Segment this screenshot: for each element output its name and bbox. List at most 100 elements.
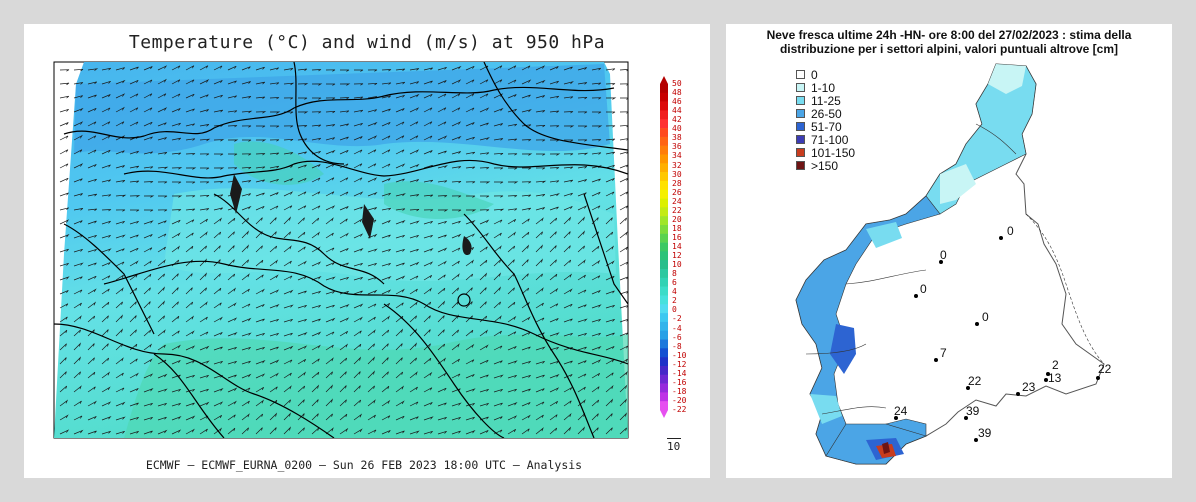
colorbar-swatch [660,233,668,243]
station-marker [975,322,979,326]
legend-swatch [796,70,805,79]
station-value: 13 [1048,371,1062,385]
legend-swatch [796,83,805,92]
station-value: 0 [940,248,947,262]
colorbar-tick-label: 40 [672,124,682,134]
colorbar-tick-label: 32 [672,160,682,170]
colorbar-swatch [660,357,668,367]
legend-swatch [796,122,805,131]
snow-legend: 0 1-10 11-25 26-50 51-70 71-100 101-150 >150 [796,67,856,173]
colorbar-tick-label: 34 [672,151,682,161]
colorbar-tick-label: -6 [672,332,682,342]
legend-label: 71-100 [811,132,849,147]
colorbar-swatch [660,374,668,384]
station-value: 0 [920,282,927,296]
colorbar-tick-label: -10 [672,350,687,360]
colorbar-swatch [660,163,668,173]
colorbar-swatch [660,321,668,332]
legend-item: 1-10 [796,80,855,95]
colorbar-swatch [660,180,668,191]
legend-label: 0 [811,67,818,82]
colorbar-swatch [660,392,668,402]
colorbar-swatch [660,242,668,252]
station-value: 0 [1007,224,1014,238]
colorbar-tick-label: 26 [672,187,682,197]
colorbar-tick-label: 2 [672,296,677,306]
colorbar-tick-label: 10 [672,260,682,270]
colorbar-swatch [660,92,668,102]
colorbar-swatch [660,128,668,138]
colorbar-tick-label: -20 [672,395,687,405]
legend-item: 0 [796,67,855,82]
colorbar-swatch [660,269,668,279]
legend-item: >150 [796,158,855,173]
station-value: 22 [1098,362,1112,376]
station-marker [1016,392,1020,396]
colorbar-swatch [660,172,668,182]
colorbar-swatch [660,251,668,261]
snow-map-title-line1: Neve fresca ultime 24h -HN- ore 8:00 del… [766,28,1132,42]
station-marker [964,416,968,420]
colorbar-tick-label: 28 [672,178,682,188]
colorbar-swatch [660,304,668,314]
colorbar-swatch [660,154,668,164]
temperature-colorbar [660,76,668,418]
colorbar-tick-label: 18 [672,223,682,233]
snow-map-title-line2: distribuzione per i settori alpini, valo… [779,42,1119,56]
station-marker [999,236,1003,240]
colorbar-tick-label: 14 [672,242,682,251]
station-value: 0 [982,310,989,324]
colorbar-swatch [660,295,668,305]
station-marker [1044,378,1048,382]
colorbar-swatch [660,145,668,155]
colorbar-min-arrow [660,410,668,418]
colorbar-tick-label: 12 [672,251,682,261]
legend-label: 1-10 [811,80,836,95]
colorbar-swatch [660,286,668,296]
legend-swatch [796,96,805,105]
colorbar-tick-label: 8 [672,269,677,279]
colorbar-tick-label: 20 [672,214,682,224]
station-value: 23 [1022,380,1036,394]
legend-swatch [796,148,805,157]
fresh-snow-map-panel: Neve fresca ultime 24h -HN- ore 8:00 del… [726,24,1172,478]
colorbar-tick-label: -22 [672,405,687,414]
station-value: 7 [940,346,947,360]
legend-label: 26-50 [811,106,842,121]
colorbar-swatch [660,313,668,323]
legend-item: 51-70 [796,119,855,134]
fresh-snow-map [795,63,1105,465]
colorbar-tick-label: -2 [672,314,682,324]
colorbar-tick-label: 48 [672,88,682,98]
colorbar-tick-label: -18 [672,386,687,396]
legend-item: 26-50 [796,106,855,121]
wind-vector-reference: 10 [667,438,681,453]
station-value: 39 [966,404,980,418]
colorbar-swatch [660,198,668,208]
colorbar-tick-label: -4 [672,323,682,333]
legend-label: >150 [811,158,839,173]
station-marker [1096,376,1100,380]
legend-label: 101-150 [811,145,856,160]
colorbar-tick-label: 24 [672,196,682,206]
legend-swatch [796,109,805,118]
colorbar-tick-label: 42 [672,115,682,125]
legend-item: 71-100 [796,132,855,147]
colorbar-tick-label: 0 [672,305,677,315]
legend-label: 51-70 [811,119,842,134]
map-title: Temperature (°C) and wind (m/s) at 950 h… [128,32,606,53]
colorbar-tick-label: 30 [672,169,682,179]
colorbar-tick-label: -14 [672,368,687,378]
colorbar-swatch [660,401,668,411]
colorbar-tick-label: 16 [672,232,682,242]
vector-reference-value: 10 [667,440,681,453]
station-marker [934,358,938,362]
station-value: 24 [894,404,908,418]
station-value: 2 [1052,358,1059,372]
colorbar-swatch [660,224,668,235]
map-footer: ECMWF – ECMWF_EURNA_0200 – Sun 26 FEB 20… [145,458,583,472]
colorbar-tick-label: -8 [672,341,682,351]
colorbar-tick-label: 6 [672,278,677,288]
colorbar-swatch [660,189,668,199]
temperature-wind-map-panel: Temperature (°C) and wind (m/s) at 950 h… [24,24,710,478]
